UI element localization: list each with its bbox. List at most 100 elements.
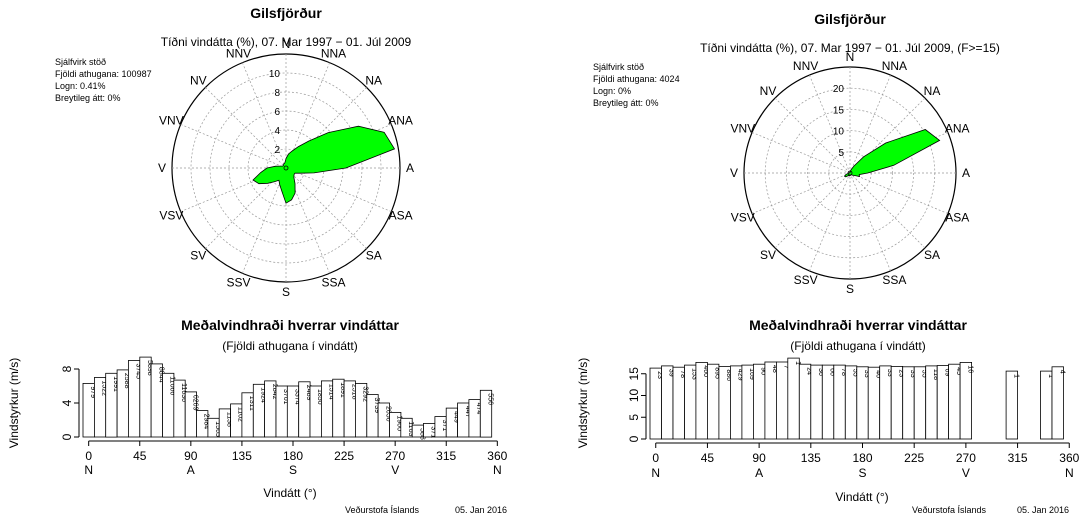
hist1-ylabel: Vindstyrkur (m/s) xyxy=(7,358,21,448)
rose1-dir-vnv: VNV xyxy=(159,114,184,128)
hist2-count-label: 23 xyxy=(656,371,663,379)
hist2-count-label: 48 xyxy=(771,365,778,373)
hist1-count-label: 979 xyxy=(89,386,96,398)
hist1-count-label: 1138 xyxy=(225,412,232,427)
rose1-info-count: Fjöldi athugana: 100987 xyxy=(55,69,152,79)
hist1-x-tick-label: 180 xyxy=(283,449,303,463)
hist2-bar xyxy=(902,366,915,440)
hist2-count-label: 33 xyxy=(886,369,893,377)
rose1-dir-sv: SV xyxy=(190,249,206,263)
hist2-bar xyxy=(959,361,972,440)
rose1-dir-vsv: VSV xyxy=(159,209,183,223)
rose2-direction-labels: N NNA NA ANA A ASA SA SSA S SSV SV VSV V VNV NV NNV xyxy=(730,50,970,296)
hist1-count-label: 1102 xyxy=(237,407,244,422)
rose2-dir-vnv: VNV xyxy=(730,122,755,136)
hist2-x-tick-label: 45 xyxy=(701,451,715,465)
rose2-center-marker xyxy=(847,170,853,176)
hist1-count-label: 2656 xyxy=(384,406,391,422)
hist2-count-label: 24 xyxy=(806,367,813,375)
rose1-dir-n: N xyxy=(282,37,291,51)
hist2-bar xyxy=(1005,370,1018,440)
rose1-spoke xyxy=(205,87,287,169)
hist1-count-label: 447 xyxy=(464,406,471,418)
rose2-info-count: Fjöldi athugana: 4024 xyxy=(593,74,680,84)
rose2-dir-sv: SV xyxy=(760,248,776,262)
hist2-count-label: 886 xyxy=(725,369,732,381)
rose1-radial-labels: 2 4 6 8 10 xyxy=(269,69,281,156)
hist2-x-tick-label: 315 xyxy=(1008,451,1028,465)
hist1-direction-label: N xyxy=(493,463,502,477)
rose1-spoke xyxy=(205,167,287,249)
footer-agency-right: Veðurstofa Íslands xyxy=(912,505,987,515)
hist1-count-label: 449 xyxy=(452,411,459,423)
hist2-subtitle: (Fjöldi athugana í vindátt) xyxy=(790,339,925,353)
hist1-title: Meðalvindhraði hverrar vindáttar xyxy=(181,317,399,333)
hist2-count-label: 118 xyxy=(932,369,939,380)
rose2-title: Gilsfjörður xyxy=(814,11,886,27)
rose1-ring-label: 2 xyxy=(274,145,280,156)
hist2-count-label: 1 xyxy=(1047,374,1054,378)
hist2-count-label: 40 xyxy=(875,370,882,378)
footer-agency-left: Veðurstofa Íslands xyxy=(345,505,420,515)
rose2-dir-ssa: SSA xyxy=(882,273,906,287)
hist2-bar xyxy=(879,365,892,440)
rose1-ring-label: 4 xyxy=(274,126,280,137)
hist2-direction-label: N xyxy=(651,466,660,480)
hist2-xlabel: Vindátt (°) xyxy=(835,490,888,504)
rose2-ring-label: 10 xyxy=(833,127,845,138)
hist1-x-tick-label: 270 xyxy=(385,449,405,463)
hist2-direction-label: V xyxy=(962,466,970,480)
hist2-x-tick-label: 360 xyxy=(1059,451,1079,465)
hist2-count-label: 4 xyxy=(1058,370,1065,374)
footer-left: Veðurstofa Íslands 05. Jan 2016 xyxy=(345,505,507,515)
wind-rose-strong: Gilsfjörður Tíðni vindátta (%), 07. Mar … xyxy=(593,11,1000,296)
hist1-count-label: 11636 xyxy=(180,383,187,402)
rose1-dir-nv: NV xyxy=(190,73,207,87)
rose1-direction-labels: N NNA NA ANA A ASA SA SSA S SSV SV VSV V VNV NV NNV xyxy=(158,37,414,299)
rose1-center-marker xyxy=(283,165,289,171)
hist1-count-label: 2489 xyxy=(305,385,312,401)
hist2-x-tick-label: 135 xyxy=(801,451,821,465)
hist2-bar xyxy=(810,364,823,440)
rose1-info-calm: Logn: 0.41% xyxy=(55,81,106,91)
rose2-spoke xyxy=(849,74,891,174)
hist2-bar xyxy=(753,363,766,440)
hist2-count-label: 69 xyxy=(943,369,950,377)
hist2-title: Meðalvindhraði hverrar vindáttar xyxy=(749,317,967,333)
hist2-count-label: 36 xyxy=(817,368,824,376)
hist1-bars: 979 1522 1991 2588 3745 5898 8844 11066 11636 626… xyxy=(82,356,494,440)
rose1-spoke xyxy=(285,167,392,212)
rose2-info: Sjálfvirk stöð Fjöldi athugana: 4024 Log… xyxy=(593,62,680,108)
hist1-count-label: 2842 xyxy=(271,384,278,400)
rose1-ring-label: 10 xyxy=(269,69,281,80)
rose2-dir-sa: SA xyxy=(924,248,940,262)
hist2-bar xyxy=(776,361,789,440)
hist2-count-label: 66 xyxy=(829,368,836,376)
rose2-spoke xyxy=(849,172,949,214)
hist1-count-label: 5898 xyxy=(146,360,153,376)
hist1-xlabel: Vindátt (°) xyxy=(263,486,316,500)
hist1-count-label: 2984 xyxy=(203,414,210,430)
hist1-count-label: 1991 xyxy=(112,376,119,392)
hist2-count-label: 16 xyxy=(966,365,973,373)
rose2-spoke xyxy=(751,172,851,214)
hist2-count-label: 460 xyxy=(702,365,709,377)
hist1-count-label: 1565 xyxy=(214,421,221,437)
hist1-count-label: 11066 xyxy=(169,376,176,395)
rose2-dir-ssv: SSV xyxy=(794,273,818,287)
rose2-info-calm: Logn: 0% xyxy=(593,86,631,96)
hist1-x-tick-label: 45 xyxy=(133,449,147,463)
rose1-spoke xyxy=(180,167,287,212)
hist1-count-label: 371 xyxy=(441,420,448,432)
rose2-subtitle: Tíðni vindátta (%), 07. Mar 1997 − 01. J… xyxy=(700,41,1000,55)
hist2-bar xyxy=(936,365,950,440)
hist1-count-label: 1103 xyxy=(407,421,414,436)
hist2-count-label: 78 xyxy=(679,370,686,378)
rose1-dir-sa: SA xyxy=(366,249,382,263)
hist2-direction-label: A xyxy=(755,466,763,480)
hist1-count-label: 1924 xyxy=(259,387,266,403)
